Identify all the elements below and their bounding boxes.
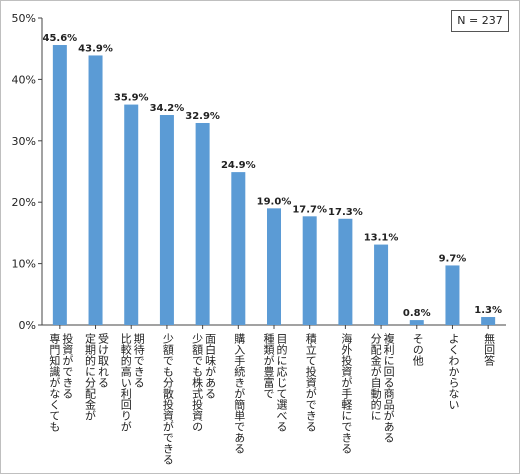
y-tick-label: 20%	[12, 196, 36, 209]
data-label: 17.3%	[328, 207, 363, 218]
bar	[338, 218, 353, 325]
x-category-label: 海外投資が手軽にできる	[340, 332, 353, 454]
sample-size-label: N = 237	[451, 10, 509, 32]
bars	[52, 45, 496, 326]
y-tick-label: 10%	[12, 258, 36, 271]
x-category-label: 積立て投資ができる	[304, 332, 317, 432]
data-label: 45.6%	[42, 33, 77, 44]
data-label: 17.7%	[292, 204, 327, 215]
y-tick-labels: 0% 10% 20% 30% 40% 50%	[12, 12, 42, 332]
y-tick-label: 30%	[12, 135, 36, 148]
data-label: 24.9%	[221, 160, 256, 171]
bar	[124, 104, 139, 325]
x-category-label: 購入手続きが簡単である	[233, 332, 246, 454]
bar	[52, 45, 67, 326]
bar	[374, 244, 389, 325]
bar	[88, 55, 103, 325]
x-category-label: 比較的高い利回りが	[119, 333, 132, 432]
x-category-label: その他	[411, 333, 424, 366]
data-label: 35.9%	[114, 93, 149, 104]
x-category-label: 無回答	[483, 332, 496, 367]
y-tick-label: 0%	[19, 319, 36, 332]
bar	[267, 208, 281, 325]
data-label: 19.0%	[257, 196, 292, 207]
x-category-label: よくわからない	[447, 333, 460, 410]
data-label: 9.7%	[439, 253, 467, 264]
x-category-label: 種類が豊富で	[262, 332, 275, 399]
x-category-label: 少額でも分散投資ができる	[161, 333, 174, 465]
bar	[159, 115, 174, 326]
data-label: 1.3%	[474, 305, 502, 316]
data-label: 34.2%	[150, 103, 185, 114]
y-tick-label: 50%	[12, 12, 36, 25]
x-category-label: 受け取れる	[97, 333, 110, 388]
x-category-label: 定期的に分配金が	[84, 332, 97, 421]
x-category-label: 投資ができる	[61, 332, 74, 399]
data-label: 13.1%	[364, 233, 399, 244]
bar	[481, 317, 496, 325]
bar	[302, 216, 317, 325]
x-category-label: 少額でも株式投資の	[191, 333, 204, 432]
data-label: 32.9%	[185, 111, 220, 122]
data-labels: 45.6%43.9% 35.9%34.2%32.9% 24.9% 19.0%17.7%…	[42, 33, 502, 319]
x-category-label: 面白味がある	[204, 333, 217, 399]
data-label: 0.8%	[403, 308, 431, 319]
bar	[195, 122, 210, 325]
bar	[445, 265, 460, 325]
x-category-label: 専門知識がなくても	[48, 333, 61, 432]
bar	[231, 172, 246, 325]
x-category-label: 目的に応じて選べる	[275, 333, 288, 432]
bar	[409, 320, 424, 325]
x-category-label: 期待できる	[132, 333, 145, 388]
x-category-label: 分配金が自動的に	[369, 333, 382, 421]
y-tick-label: 40%	[12, 73, 36, 86]
data-label: 43.9%	[78, 43, 113, 54]
x-category-label: 複利に回る商品がある	[382, 332, 395, 443]
